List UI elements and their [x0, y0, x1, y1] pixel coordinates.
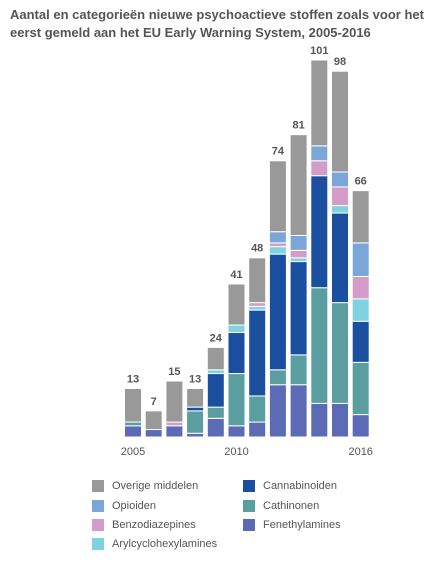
bar-segment	[268, 231, 287, 244]
bar-segment	[165, 425, 184, 438]
total-label: 81	[292, 120, 304, 132]
total-label: 13	[127, 373, 139, 385]
bar-segment	[124, 387, 142, 423]
bar-segment	[124, 421, 142, 427]
legend-swatch	[92, 480, 104, 492]
legend-label: Benzodiazepines	[112, 519, 196, 531]
bar-segment	[310, 402, 329, 438]
legend-label: Fenethylamines	[263, 519, 341, 531]
legend-swatch	[243, 480, 255, 492]
x-tick-label: 2010	[224, 446, 248, 458]
bar-segment	[331, 171, 349, 188]
bar-segment	[351, 242, 370, 277]
bar-segment	[186, 432, 205, 438]
total-label: 15	[168, 366, 180, 378]
total-label: 24	[210, 332, 223, 344]
bar-segment	[165, 380, 184, 423]
bar-segment	[331, 402, 349, 438]
bar-segment	[165, 421, 184, 427]
bar-segment	[227, 331, 246, 375]
bar-segment	[268, 242, 287, 248]
bar-segment	[206, 369, 225, 375]
bar-segment	[124, 425, 142, 438]
total-label: 101	[310, 45, 328, 57]
bar-segment	[289, 249, 308, 259]
bar-segment	[248, 302, 267, 307]
x-tick-label: 2005	[121, 446, 145, 458]
bar-segment	[206, 373, 225, 408]
legend-swatch	[92, 500, 104, 512]
chart-title: Aantal en categorieën nieuwe psychoactie…	[10, 7, 424, 40]
total-label: 13	[189, 373, 201, 385]
bar-segment	[289, 134, 308, 236]
total-label: 41	[230, 269, 242, 281]
bar-segment	[331, 212, 349, 304]
bar-segment	[144, 429, 163, 438]
legend-label: Cannabinoiden	[263, 480, 337, 492]
bar-segment	[289, 257, 308, 263]
bar-segment	[331, 205, 349, 214]
bar-segment	[144, 410, 163, 431]
bar-segment	[186, 387, 205, 408]
bar-segment	[227, 425, 246, 438]
bar-segment	[310, 175, 329, 289]
bar-segment	[310, 160, 329, 177]
bar-segment	[351, 298, 370, 322]
legend-label: Arylcyclohexylamines	[112, 538, 218, 550]
total-label: 7	[151, 396, 157, 408]
total-label: 74	[272, 146, 285, 158]
bar-segment	[310, 59, 329, 147]
bar-segment	[268, 246, 287, 255]
bar-segment	[351, 190, 370, 244]
legend-label: Overige middelen	[112, 480, 198, 492]
bar-segment	[331, 70, 349, 173]
bar-segment	[310, 145, 329, 162]
bar-segment	[268, 369, 287, 386]
total-label: 48	[251, 243, 263, 255]
legend-swatch	[243, 500, 255, 512]
bar-segment	[310, 287, 329, 404]
bar-segment	[268, 384, 287, 438]
bar-segment	[227, 283, 246, 326]
bar-segment	[331, 302, 349, 404]
legend-swatch	[243, 519, 255, 531]
bar-segment	[248, 305, 267, 311]
bar-segment	[186, 410, 205, 434]
bar-segment	[227, 373, 246, 427]
legend-swatch	[92, 519, 104, 531]
bar-segment	[351, 414, 370, 438]
bar-segment	[351, 275, 370, 300]
bar-segment	[289, 384, 308, 438]
total-label: 66	[355, 176, 367, 188]
bar-segment	[206, 417, 225, 438]
legend-label: Opioiden	[112, 500, 156, 512]
bar-segment	[248, 395, 267, 423]
bar-segment	[351, 320, 370, 363]
bar-segment	[248, 257, 267, 304]
bar-segment	[289, 234, 308, 251]
bar-segment	[206, 406, 225, 419]
bar-segment	[268, 253, 287, 371]
bar-segment	[331, 186, 349, 207]
bar-segment	[268, 160, 287, 233]
legend-swatch	[92, 538, 104, 550]
bar-segment	[289, 261, 308, 356]
bar-segment	[248, 309, 267, 397]
total-label: 98	[334, 56, 346, 68]
x-tick-label: 2016	[348, 446, 372, 458]
legend-label: Cathinonen	[263, 500, 319, 512]
bar-segment	[186, 406, 205, 412]
bar-segment	[227, 324, 246, 333]
bar-segment	[206, 346, 225, 371]
bar-segment	[289, 354, 308, 386]
bar-segment	[248, 421, 267, 438]
bar-segment	[351, 361, 370, 416]
